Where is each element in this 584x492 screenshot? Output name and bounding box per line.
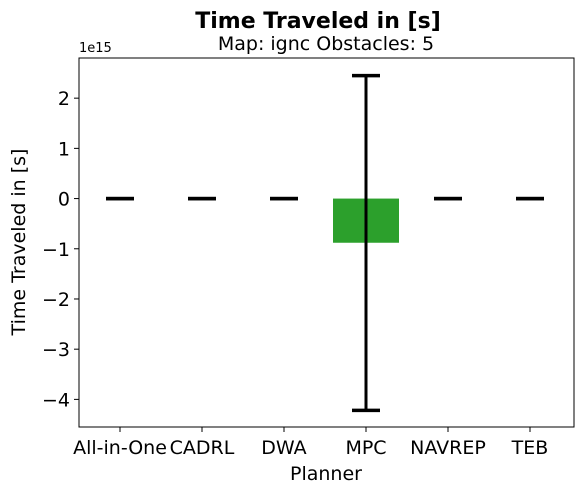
error-bars-group bbox=[106, 73, 544, 413]
y-tick-label: −3 bbox=[42, 339, 70, 361]
chart-title: Time Traveled in [s] bbox=[195, 9, 441, 34]
x-tick-label: CADRL bbox=[170, 437, 235, 459]
x-tick-label: TEB bbox=[511, 437, 549, 459]
x-tick-label: NAVREP bbox=[410, 437, 486, 459]
x-tick-label: All-in-One bbox=[73, 437, 167, 459]
x-tick-label: MPC bbox=[345, 437, 386, 459]
y-tick-label: 2 bbox=[58, 88, 70, 110]
error-bar-mpc bbox=[352, 73, 380, 413]
y-tick-label: −4 bbox=[42, 389, 70, 411]
x-axis: All-in-One CADRL DWA MPC NAVREP TEB bbox=[73, 427, 548, 459]
x-axis-label: Planner bbox=[290, 463, 362, 485]
plot-frame bbox=[78, 57, 575, 428]
y-offset-label: 1e15 bbox=[79, 41, 112, 56]
y-tick-label: 1 bbox=[58, 138, 70, 160]
x-tick-label: DWA bbox=[261, 437, 306, 459]
y-axis: 2 1 0 −1 −2 −3 −4 bbox=[42, 88, 79, 411]
y-axis-label: Time Traveled in [s] bbox=[8, 149, 30, 337]
chart-subtitle: Map: ignc Obstacles: 5 bbox=[218, 33, 434, 55]
y-tick-label: −2 bbox=[42, 289, 70, 311]
y-tick-label: 0 bbox=[58, 189, 70, 211]
y-tick-label: −1 bbox=[42, 239, 70, 261]
